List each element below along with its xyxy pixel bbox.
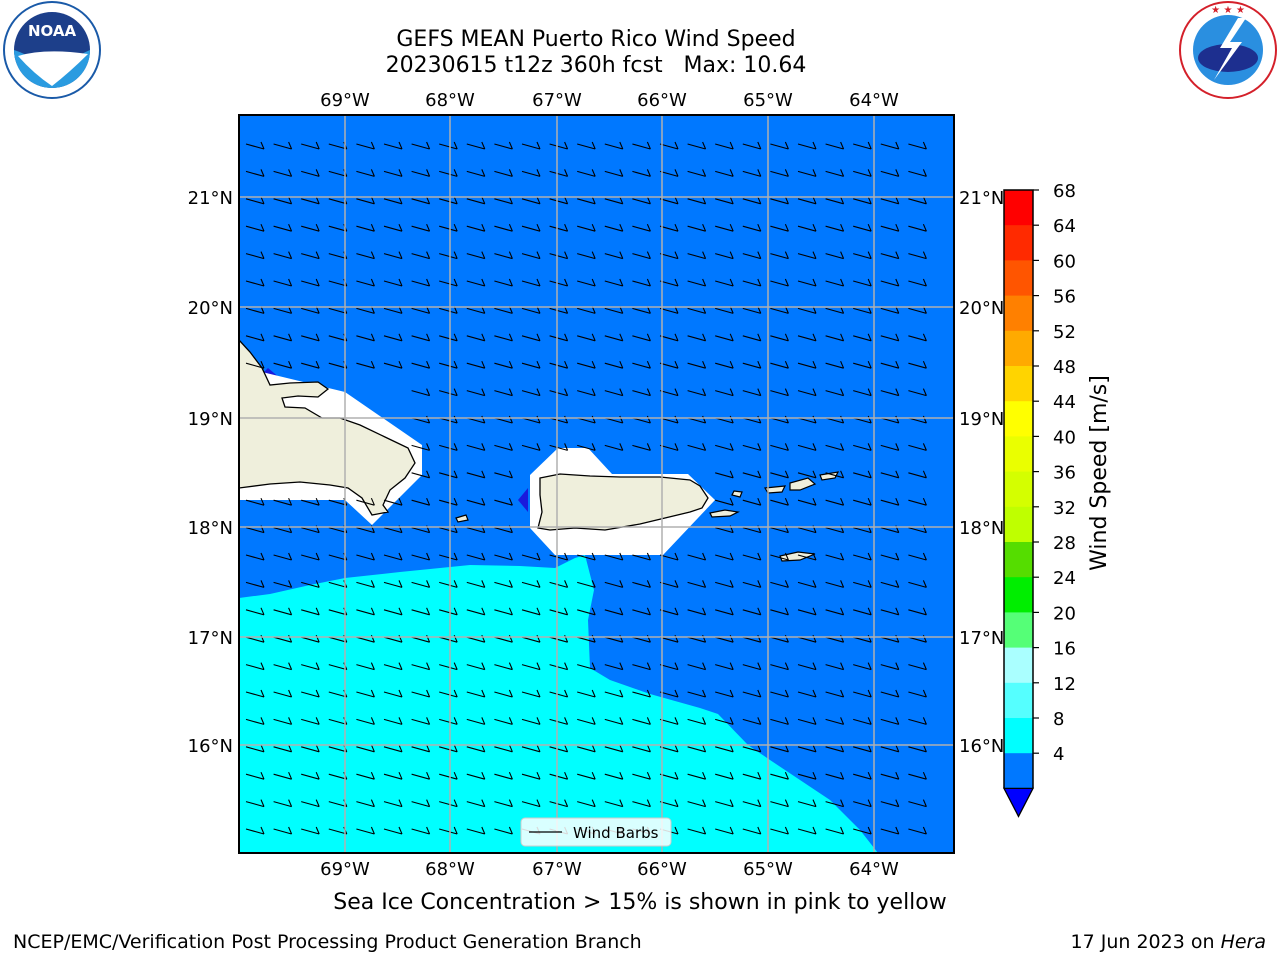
lon-label-top: 67°W: [532, 90, 582, 111]
colorbar-tick-label: 44: [1053, 392, 1076, 413]
colorbar: 68 64 60 56 52 48 44 40 36 32 28 24 20 16 12 8 4: [1002, 181, 1076, 818]
lon-labels-bottom: 69°W 68°W 67°W 66°W 65°W 64°W: [320, 859, 899, 880]
lat-label-left: 17°N: [188, 628, 233, 649]
colorbar-tick-label: 36: [1053, 463, 1076, 484]
colorbar-segment: [1004, 260, 1033, 297]
lat-label-right: 16°N: [959, 736, 1004, 757]
lat-label-left: 16°N: [188, 736, 233, 757]
land-small-islands: [455, 471, 840, 562]
colorbar-segment: [1004, 330, 1033, 367]
land-puerto-rico: [537, 473, 709, 531]
lon-label-bottom: 69°W: [320, 859, 370, 880]
lat-label-right: 17°N: [959, 628, 1004, 649]
lat-label-right: 20°N: [959, 298, 1004, 319]
map-legend: Wind Barbs: [520, 817, 672, 847]
colorbar-segment: [1004, 471, 1033, 508]
colorbar-segment: [1004, 753, 1033, 789]
colorbar-segment: [1004, 682, 1033, 719]
colorbar-extend-arrow: [1002, 787, 1035, 818]
lon-label-bottom: 64°W: [849, 859, 899, 880]
chart-title-line1: GEFS MEAN Puerto Rico Wind Speed: [396, 27, 796, 52]
lon-label-bottom: 68°W: [425, 859, 475, 880]
lon-labels-top: 69°W 68°W 67°W 66°W 65°W 64°W: [320, 90, 899, 111]
colorbar-tick-label: 4: [1053, 744, 1064, 765]
colorbar-tick-label: 68: [1053, 181, 1076, 202]
colorbar-tick-label: 28: [1053, 533, 1076, 554]
colorbar-tick-label: 52: [1053, 322, 1076, 343]
colorbar-segment: [1004, 506, 1033, 543]
lat-label-left: 21°N: [188, 188, 233, 209]
colorbar-segment: [1004, 401, 1033, 437]
colorbar-segment: [1004, 718, 1033, 754]
sea-ice-note: Sea Ice Concentration > 15% is shown in …: [333, 890, 947, 915]
colorbar-tick-label: 12: [1053, 674, 1076, 695]
map-legend-label: Wind Barbs: [573, 824, 659, 842]
colorbar-segment: [1004, 225, 1033, 261]
graticule: [239, 115, 954, 853]
map-frame: [238, 114, 955, 854]
lon-label-top: 69°W: [320, 90, 370, 111]
lat-label-left: 20°N: [188, 298, 233, 319]
footer-host: Hera: [1220, 931, 1266, 953]
colorbar-segment: [1004, 542, 1033, 578]
lat-label-right: 19°N: [959, 409, 1004, 430]
colorbar-tick-label: 64: [1053, 216, 1076, 237]
colorbar-tick-label: 48: [1053, 357, 1076, 378]
lon-label-top: 66°W: [637, 90, 687, 111]
wind-barbs: [245, 141, 927, 835]
lon-label-bottom: 67°W: [532, 859, 582, 880]
colorbar-tick-label: 40: [1053, 427, 1076, 448]
colorbar-tick-label: 8: [1053, 709, 1064, 730]
lon-label-bottom: 66°W: [637, 859, 687, 880]
colorbar-tick-label: 32: [1053, 498, 1076, 519]
noaa-logo-text: NOAA: [28, 22, 77, 40]
chart-title-line2: 20230615 t12z 360h fcst Max: 10.64: [385, 53, 807, 78]
lat-labels-left: 21°N 20°N 19°N 18°N 17°N 16°N: [188, 188, 233, 757]
lat-label-right: 21°N: [959, 188, 1004, 209]
nws-logo: ★ ★ ★: [1179, 1, 1277, 99]
lat-label-right: 18°N: [959, 518, 1004, 539]
colorbar-segment: [1004, 647, 1033, 684]
lat-labels-right: 21°N 20°N 19°N 18°N 17°N 16°N: [959, 188, 1004, 757]
noaa-logo: NOAA: [3, 1, 101, 99]
colorbar-segment: [1004, 612, 1033, 649]
lat-label-left: 19°N: [188, 409, 233, 430]
colorbar-segment: [1004, 577, 1033, 613]
colorbar-tick-label: 20: [1053, 603, 1076, 624]
lon-label-bottom: 65°W: [743, 859, 793, 880]
colorbar-tick-label: 16: [1053, 639, 1076, 660]
footer-date-text: 17 Jun 2023 on: [1070, 931, 1221, 953]
colorbar-segment: [1004, 366, 1033, 402]
svg-text:★ ★ ★: ★ ★ ★: [1211, 5, 1245, 16]
footer-credit: NCEP/EMC/Verification Post Processing Pr…: [13, 931, 642, 953]
footer-date: 17 Jun 2023 on Hera: [1071, 931, 1266, 953]
colorbar-segment: [1004, 190, 1033, 226]
colorbar-segment: [1004, 436, 1033, 473]
colorbar-tick-label: 24: [1053, 568, 1076, 589]
lon-label-top: 65°W: [743, 90, 793, 111]
dark-blue-patch-mona: [518, 488, 528, 512]
colorbar-tick-label: 60: [1053, 251, 1076, 272]
lat-label-left: 18°N: [188, 518, 233, 539]
colorbar-label: Wind Speed [m/s]: [1087, 375, 1112, 571]
lon-label-top: 64°W: [849, 90, 899, 111]
colorbar-tick-label: 56: [1053, 287, 1076, 308]
colorbar-segment: [1004, 295, 1033, 332]
lon-label-top: 68°W: [425, 90, 475, 111]
